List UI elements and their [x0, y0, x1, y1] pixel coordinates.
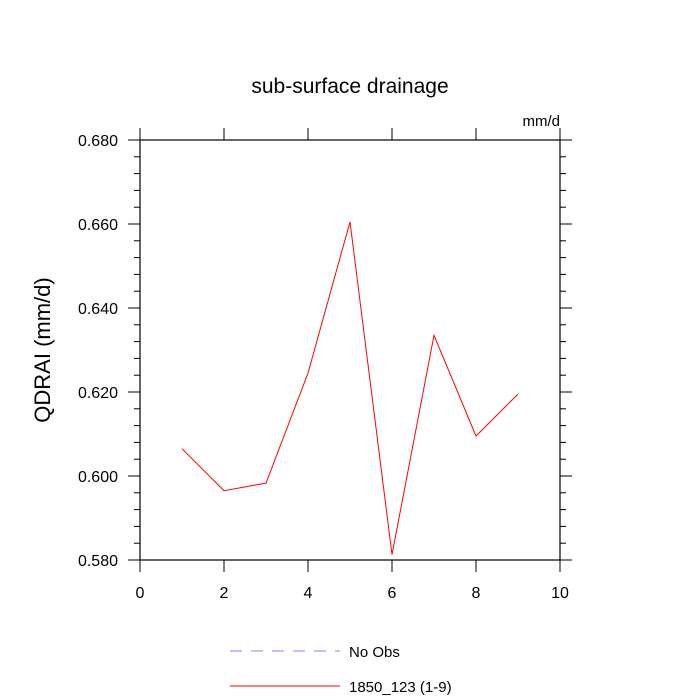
- y-tick-label: 0.680: [78, 133, 118, 150]
- y-tick-label: 0.620: [78, 385, 118, 402]
- x-tick-label: 2: [220, 585, 229, 602]
- x-tick-label: 8: [472, 585, 481, 602]
- x-tick-label: 0: [136, 585, 145, 602]
- legend: No Obs 1850_123 (1-9): [230, 644, 452, 696]
- chart-title: sub-surface drainage: [251, 75, 448, 98]
- x-tick-labels: 0 2 4 6 8 10: [136, 585, 569, 602]
- y-tick-label: 0.640: [78, 301, 118, 318]
- legend-label-no-obs: No Obs: [349, 644, 400, 661]
- y-tick-labels: 0.580 0.600 0.620 0.640 0.660 0.680: [78, 133, 118, 570]
- x-tick-label: 10: [551, 585, 569, 602]
- y-tick-label: 0.600: [78, 469, 118, 486]
- plot-frame: [139, 139, 561, 561]
- y-tick-label: 0.580: [78, 553, 118, 570]
- units-label: mm/d: [523, 113, 561, 130]
- x-tick-label: 6: [388, 585, 397, 602]
- x-tick-label: 4: [304, 585, 313, 602]
- axis-ticks: [128, 128, 572, 572]
- legend-label-1850-123: 1850_123 (1-9): [349, 679, 452, 696]
- series-line: [181, 221, 519, 555]
- y-axis-label: QDRAI (mm/d): [30, 277, 55, 422]
- y-tick-label: 0.660: [78, 217, 118, 234]
- series-layer: [181, 221, 519, 555]
